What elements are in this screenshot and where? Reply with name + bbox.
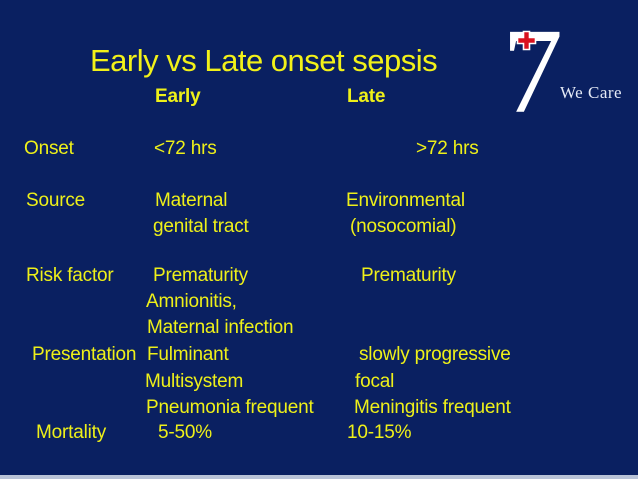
logo-tagline: We Care — [560, 83, 623, 102]
mortality-early-value: 5-50% — [158, 422, 212, 443]
presentation-late-line3: Meningitis frequent — [354, 397, 511, 418]
presentation-early-line1: Fulminant — [147, 344, 229, 365]
presentation-early-line3: Pneumonia frequent — [146, 397, 314, 418]
presentation-early-line2: Multisystem — [145, 371, 244, 392]
column-header-late: Late — [347, 86, 386, 107]
row-label-onset: Onset — [24, 138, 74, 159]
source-early-line2: genital tract — [153, 216, 249, 237]
onset-late-value: >72 hrs — [416, 138, 479, 159]
footer-strip — [0, 475, 638, 479]
risk-late-line1: Prematurity — [361, 265, 456, 286]
row-label-risk-factor: Risk factor — [26, 265, 114, 286]
column-header-early: Early — [155, 86, 201, 107]
red-cross-icon — [516, 30, 537, 51]
source-late-line2: (nosocomial) — [350, 216, 457, 237]
row-label-source: Source — [26, 190, 86, 211]
row-label-mortality: Mortality — [36, 422, 106, 443]
source-late-line1: Environmental — [346, 190, 465, 211]
row-label-presentation: Presentation — [32, 344, 137, 365]
risk-early-line2: Amnionitis, — [146, 291, 237, 312]
presentation-late-line1: slowly progressive — [359, 344, 511, 365]
onset-early-value: <72 hrs — [154, 138, 217, 159]
source-early-line1: Maternal — [155, 190, 228, 211]
logo-digit-7: 7 — [502, 4, 563, 139]
risk-early-line3: Maternal infection — [147, 317, 294, 338]
presentation-late-line2: focal — [355, 371, 395, 392]
slide-title: Early vs Late onset sepsis — [90, 43, 438, 78]
mortality-late-value: 10-15% — [347, 422, 412, 443]
risk-early-line1: Prematurity — [153, 265, 248, 286]
